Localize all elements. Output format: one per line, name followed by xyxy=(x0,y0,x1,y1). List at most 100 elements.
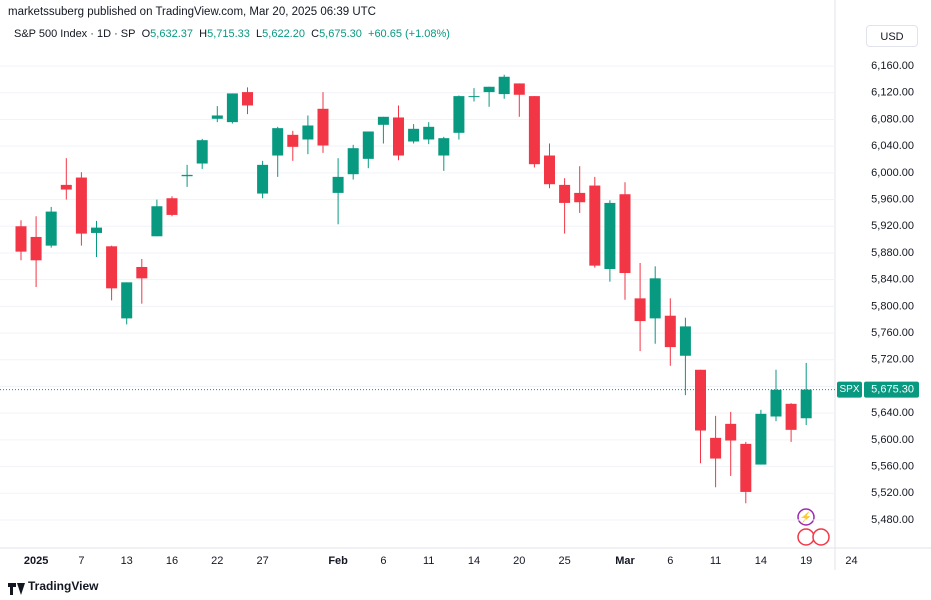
x-tick-label: 14 xyxy=(755,555,767,567)
candle-body xyxy=(151,206,163,237)
candle-body xyxy=(468,96,480,98)
candle-body xyxy=(770,389,782,417)
x-tick-label: 22 xyxy=(211,555,223,567)
x-tick-label: 25 xyxy=(558,555,570,567)
candle-body xyxy=(408,128,420,142)
candle-body xyxy=(498,76,510,95)
symbol-tag xyxy=(837,381,862,398)
candle-body xyxy=(377,116,389,125)
candle-body xyxy=(589,185,601,266)
event-icon[interactable] xyxy=(797,528,815,546)
candle-body xyxy=(181,174,193,177)
candle-body xyxy=(287,134,299,147)
currency-button[interactable]: USD xyxy=(866,25,918,47)
candle-body xyxy=(257,164,269,194)
price-tag-label: 5,675.30 xyxy=(871,384,914,396)
candle-body xyxy=(604,202,616,269)
x-tick-label: 11 xyxy=(710,555,721,567)
candle-body xyxy=(528,96,540,165)
x-tick-label: 6 xyxy=(667,555,673,567)
y-tick-label: 5,600.00 xyxy=(871,434,914,446)
price-tag xyxy=(864,381,919,398)
candle-body xyxy=(664,315,676,348)
y-tick-label: 5,840.00 xyxy=(871,274,914,286)
candle-body xyxy=(362,131,374,159)
ohlc-label: H xyxy=(199,28,208,40)
candle-body xyxy=(242,92,253,106)
ohlc-label: C xyxy=(311,28,320,40)
y-tick-label: 5,920.00 xyxy=(871,220,914,232)
event-icon-symbol: ⚡ xyxy=(800,511,812,524)
candle-body xyxy=(438,138,450,156)
x-tick-label: 13 xyxy=(121,555,133,567)
x-tick-label: 14 xyxy=(468,555,480,567)
candle-body xyxy=(619,194,631,273)
candle-body xyxy=(332,176,344,193)
symbol: S&P 500 Index · 1D · SP xyxy=(14,28,136,40)
event-icon[interactable] xyxy=(797,508,815,526)
candle-body xyxy=(483,86,495,93)
x-tick-label: 19 xyxy=(800,555,812,567)
y-tick-label: 5,480.00 xyxy=(871,514,914,526)
y-tick-label: 5,640.00 xyxy=(871,407,914,419)
ohlc-label: L xyxy=(256,28,263,40)
candle-body xyxy=(785,403,797,430)
y-tick-label: 5,960.00 xyxy=(871,193,914,205)
candle-body xyxy=(106,246,118,289)
y-tick-label: 6,120.00 xyxy=(871,87,914,99)
x-tick-label: 6 xyxy=(380,555,386,567)
candle-body xyxy=(453,96,465,133)
candle-body xyxy=(317,108,329,146)
candle-body xyxy=(574,192,586,203)
candle-body xyxy=(226,93,238,123)
event-icon[interactable] xyxy=(812,528,830,546)
candle-body xyxy=(166,198,178,215)
x-tick-label: 16 xyxy=(166,555,178,567)
y-tick-label: 5,520.00 xyxy=(871,487,914,499)
candle-body xyxy=(91,227,102,233)
candle-body xyxy=(136,266,148,279)
y-tick-label: 5,760.00 xyxy=(871,327,914,339)
candle-body xyxy=(513,83,525,95)
ohlc-value: 5,715.33 xyxy=(207,28,250,40)
candle-body xyxy=(679,326,691,356)
candle-body xyxy=(634,298,646,322)
legend: S&P 500 Index · 1D · SP O5,632.37 H5,715… xyxy=(14,28,450,40)
y-tick-label: 5,720.00 xyxy=(871,354,914,366)
change: +60.65 (+1.08%) xyxy=(368,28,450,40)
y-tick-label: 5,880.00 xyxy=(871,247,914,259)
candle-body xyxy=(302,125,314,140)
header: marketssuberg published on TradingView.c… xyxy=(8,6,376,18)
footer-logo xyxy=(8,583,25,595)
x-tick-label: 24 xyxy=(845,555,857,567)
x-tick-label: Mar xyxy=(615,555,635,567)
ohlc-value: 5,632.37 xyxy=(150,28,193,40)
candle-body xyxy=(695,369,706,431)
y-tick-label: 6,000.00 xyxy=(871,167,914,179)
candle-body xyxy=(800,389,812,419)
x-tick-label: 11 xyxy=(423,555,434,567)
y-tick-label: 5,560.00 xyxy=(871,460,914,472)
y-tick-label: 6,040.00 xyxy=(871,140,914,152)
candle-body xyxy=(347,148,359,175)
candle-body xyxy=(559,184,571,203)
candle-body xyxy=(423,126,435,140)
symbol-tag-label: SPX xyxy=(839,384,859,395)
candle-body xyxy=(196,140,208,164)
candle-body xyxy=(121,282,133,319)
y-tick-label: 6,080.00 xyxy=(871,113,914,125)
candle-body xyxy=(649,278,661,319)
x-tick-label: 7 xyxy=(78,555,84,567)
candle-body xyxy=(75,177,87,234)
footer: TradingView xyxy=(28,579,99,593)
ohlc-label: O xyxy=(141,28,151,40)
y-tick-label: 5,800.00 xyxy=(871,300,914,312)
candle-body xyxy=(60,184,72,190)
x-tick-label: Feb xyxy=(328,555,348,567)
ohlc-value: 5,675.30 xyxy=(319,28,362,40)
y-tick-label: 6,160.00 xyxy=(871,60,914,72)
x-tick-label: 27 xyxy=(256,555,268,567)
candle-body xyxy=(393,117,404,156)
